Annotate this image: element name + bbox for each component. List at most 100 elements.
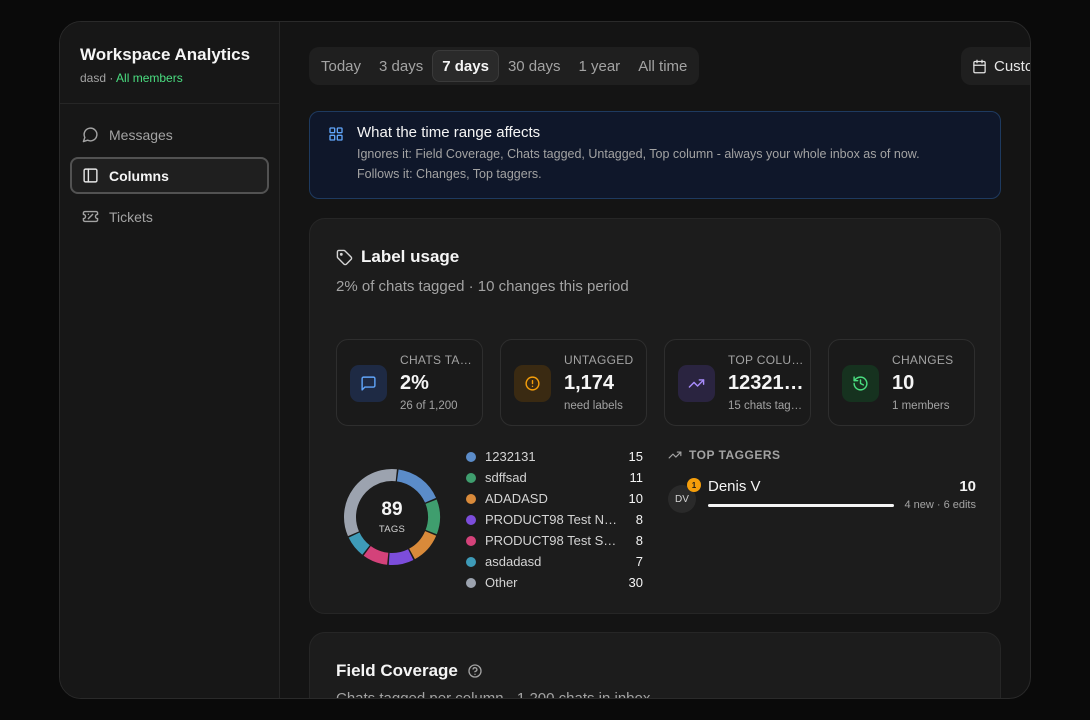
main-content: Today 3 days 7 days 30 days 1 year All t… xyxy=(280,22,1030,698)
top-taggers: TOP TAGGERS DV 1 Denis V 10 4 new · 6 ed… xyxy=(668,448,976,525)
legend-value: 11 xyxy=(629,470,644,485)
donut-slice[interactable] xyxy=(363,545,389,565)
trending-icon xyxy=(688,379,705,388)
tagger-note: 4 new · 6 edits xyxy=(904,499,976,511)
tagger-count: 10 xyxy=(959,478,976,495)
stat-changes: CHANGES 10 1 members xyxy=(828,339,975,426)
app-window: Workspace Analytics dasd · All members M… xyxy=(59,21,1031,699)
workspace-name: dasd xyxy=(80,71,107,85)
tagger-row[interactable]: DV 1 Denis V 10 4 new · 6 edits xyxy=(668,475,976,525)
legend-label: 1232131 xyxy=(485,449,536,464)
label-usage-subtitle: 2% of chats tagged · 10 changes this per… xyxy=(336,278,629,295)
legend-label: PRODUCT98 Test Status xyxy=(485,533,619,548)
stat-note: 15 chats tagged xyxy=(728,400,804,412)
help-icon[interactable] xyxy=(467,663,483,679)
donut-legend: 1232131 15 sdffsad 11 ADADASD 10 PRODUCT98 Tes… xyxy=(466,446,643,593)
top-taggers-heading-text: TOP TAGGERS xyxy=(689,448,781,462)
time-range-info: What the time range affects Ignores it: … xyxy=(309,111,1001,199)
separator: · xyxy=(109,71,114,85)
legend-swatch xyxy=(466,535,476,546)
workspace-line: dasd · All members xyxy=(80,71,259,85)
field-coverage-title-text: Field Coverage xyxy=(336,661,458,680)
stat-icon-box xyxy=(350,365,387,402)
range-3-days[interactable]: 3 days xyxy=(379,57,424,75)
tagger-name: Denis V xyxy=(708,478,761,495)
trending-icon xyxy=(668,451,682,459)
stat-label: TOP COLUMN xyxy=(728,353,804,367)
legend-swatch xyxy=(466,493,476,504)
legend-item: PRODUCT98 Test Status 8 xyxy=(466,530,643,551)
stat-note: 26 of 1,200 xyxy=(400,400,458,412)
stat-value: 2% xyxy=(400,372,429,394)
field-coverage-card: Field Coverage Chats tagged per column ·… xyxy=(309,632,1001,698)
donut-slice[interactable] xyxy=(396,469,437,503)
legend-label: asdadasd xyxy=(485,554,542,569)
field-coverage-title: Field Coverage xyxy=(336,661,483,681)
sidebar-item-label: Columns xyxy=(109,167,169,184)
columns-icon xyxy=(83,168,98,183)
sidebar-item-tickets[interactable]: Tickets xyxy=(70,198,269,235)
stat-label: CHANGES xyxy=(892,353,954,367)
legend-label: ADADASD xyxy=(485,491,548,506)
label-usage-title-text: Label usage xyxy=(361,247,460,266)
info-ignores: Ignores it: Field Coverage, Chats tagged… xyxy=(357,147,920,161)
info-text: What the time range affects Ignores it: … xyxy=(357,124,920,198)
history-icon xyxy=(853,376,868,391)
range-today[interactable]: Today xyxy=(321,57,362,75)
sidebar-item-label: Messages xyxy=(109,126,173,143)
legend-value: 7 xyxy=(635,554,643,569)
range-1-year[interactable]: 1 year xyxy=(578,57,621,75)
donut-slice[interactable] xyxy=(408,530,437,560)
stat-icon-box xyxy=(842,365,879,402)
info-follows: Follows it: Changes, Top taggers. xyxy=(357,167,542,181)
message-circle-icon xyxy=(82,127,98,143)
legend-value: 15 xyxy=(628,449,643,464)
stat-label: CHATS TAGGED xyxy=(400,353,476,367)
time-range-selector: Today 3 days 7 days 30 days 1 year All t… xyxy=(309,47,700,85)
legend-swatch xyxy=(466,577,476,588)
donut-slice[interactable] xyxy=(425,499,440,535)
legend-swatch xyxy=(466,472,476,483)
rank-badge: 1 xyxy=(687,478,701,492)
tags-donut-chart xyxy=(344,469,440,565)
calendar-icon xyxy=(973,59,986,73)
donut-slice[interactable] xyxy=(344,469,397,537)
tag-icon xyxy=(336,249,353,265)
legend-value: 10 xyxy=(628,491,643,506)
legend-item: sdffsad 11 xyxy=(466,467,643,488)
legend-swatch xyxy=(466,556,476,567)
stat-chats-tagged: CHATS TAGGED 2% 26 of 1,200 xyxy=(336,339,483,426)
stat-untagged: UNTAGGED 1,174 need labels xyxy=(500,339,647,426)
legend-value: 30 xyxy=(628,575,643,590)
legend-item: 1232131 15 xyxy=(466,446,643,467)
sidebar-nav: Messages Columns Tickets xyxy=(60,104,279,251)
legend-item: ADADASD 10 xyxy=(466,488,643,509)
chat-icon xyxy=(361,376,376,391)
donut-slice[interactable] xyxy=(388,549,414,565)
legend-swatch xyxy=(466,451,476,462)
legend-item: PRODUCT98 Test Note 8 xyxy=(466,509,643,530)
range-30-days[interactable]: 30 days xyxy=(507,57,561,75)
grid-icon xyxy=(329,127,343,141)
sidebar-item-columns[interactable]: Columns xyxy=(70,157,269,194)
stat-note: need labels xyxy=(564,400,623,412)
legend-label: Other xyxy=(485,575,518,590)
custom-range-button[interactable]: Custom xyxy=(961,47,1030,85)
stat-label: UNTAGGED xyxy=(564,353,634,367)
stat-note: 1 members xyxy=(892,400,950,412)
alert-icon xyxy=(525,376,540,391)
member-scope[interactable]: All members xyxy=(116,71,183,85)
range-7-days[interactable]: 7 days xyxy=(432,50,499,82)
sidebar-item-messages[interactable]: Messages xyxy=(70,116,269,153)
info-title: What the time range affects xyxy=(357,124,541,141)
tagger-share-bar xyxy=(708,504,894,507)
top-taggers-heading: TOP TAGGERS xyxy=(668,448,976,462)
stat-icon-box xyxy=(678,365,715,402)
legend-item: asdadasd 7 xyxy=(466,551,643,572)
donut-slice[interactable] xyxy=(348,532,370,555)
range-all-time[interactable]: All time xyxy=(638,57,688,75)
legend-label: sdffsad xyxy=(485,470,527,485)
tagger-share-fill xyxy=(708,504,894,507)
field-coverage-subtitle: Chats tagged per column · 1,200 chats in… xyxy=(336,690,650,698)
stat-icon-box xyxy=(514,365,551,402)
